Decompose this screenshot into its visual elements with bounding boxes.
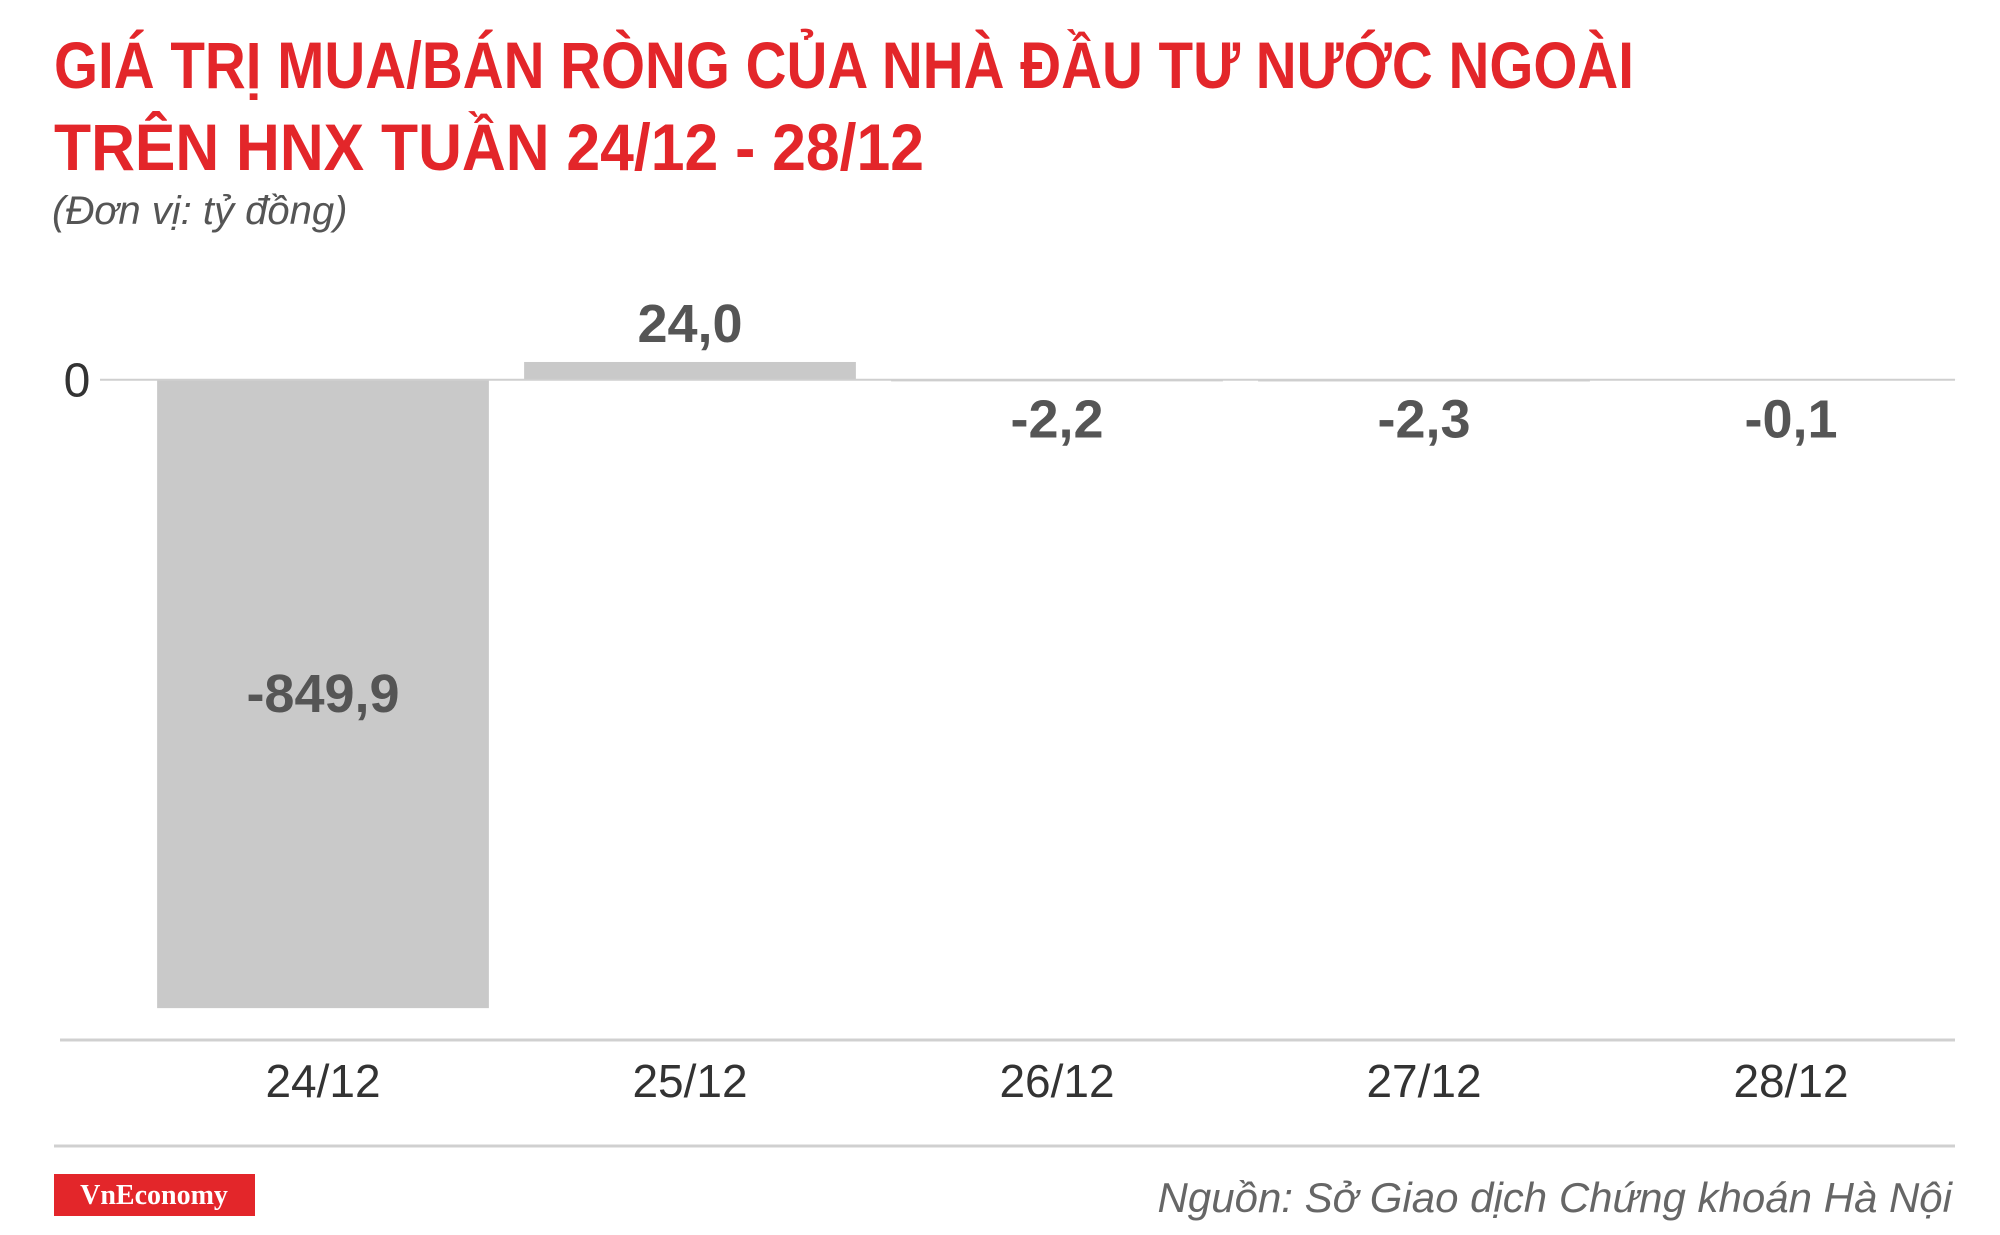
source: Nguồn: Sở Giao dịch Chứng khoán Hà Nội <box>1158 1174 1954 1221</box>
value-label: -2,3 <box>1377 390 1470 450</box>
x-tick-label: 28/12 <box>1733 1055 1848 1107</box>
x-tick-label: 27/12 <box>1366 1055 1481 1107</box>
chart-title: TRÊN HNX TUẦN 24/12 - 28/12 <box>54 110 924 184</box>
value-label: 24,0 <box>637 294 742 354</box>
x-tick-label: 24/12 <box>265 1055 380 1107</box>
x-tick-label: 25/12 <box>632 1055 747 1107</box>
value-label: -2,2 <box>1010 390 1103 450</box>
value-label: -0,1 <box>1744 390 1837 450</box>
chart-subtitle: (Đơn vị: tỷ đồng) <box>52 189 347 233</box>
bar <box>157 379 489 1009</box>
chart-title: GIÁ TRỊ MUA/BÁN RÒNG CỦA NHÀ ĐẦU TƯ NƯỚC… <box>54 28 1634 102</box>
x-tick-label: 26/12 <box>999 1055 1114 1107</box>
logo-box <box>54 1174 255 1216</box>
value-label: -849,9 <box>246 664 399 724</box>
bar <box>524 361 856 380</box>
y-tick-label: 0 <box>64 355 91 408</box>
logo: VnEconomy <box>80 1180 228 1211</box>
